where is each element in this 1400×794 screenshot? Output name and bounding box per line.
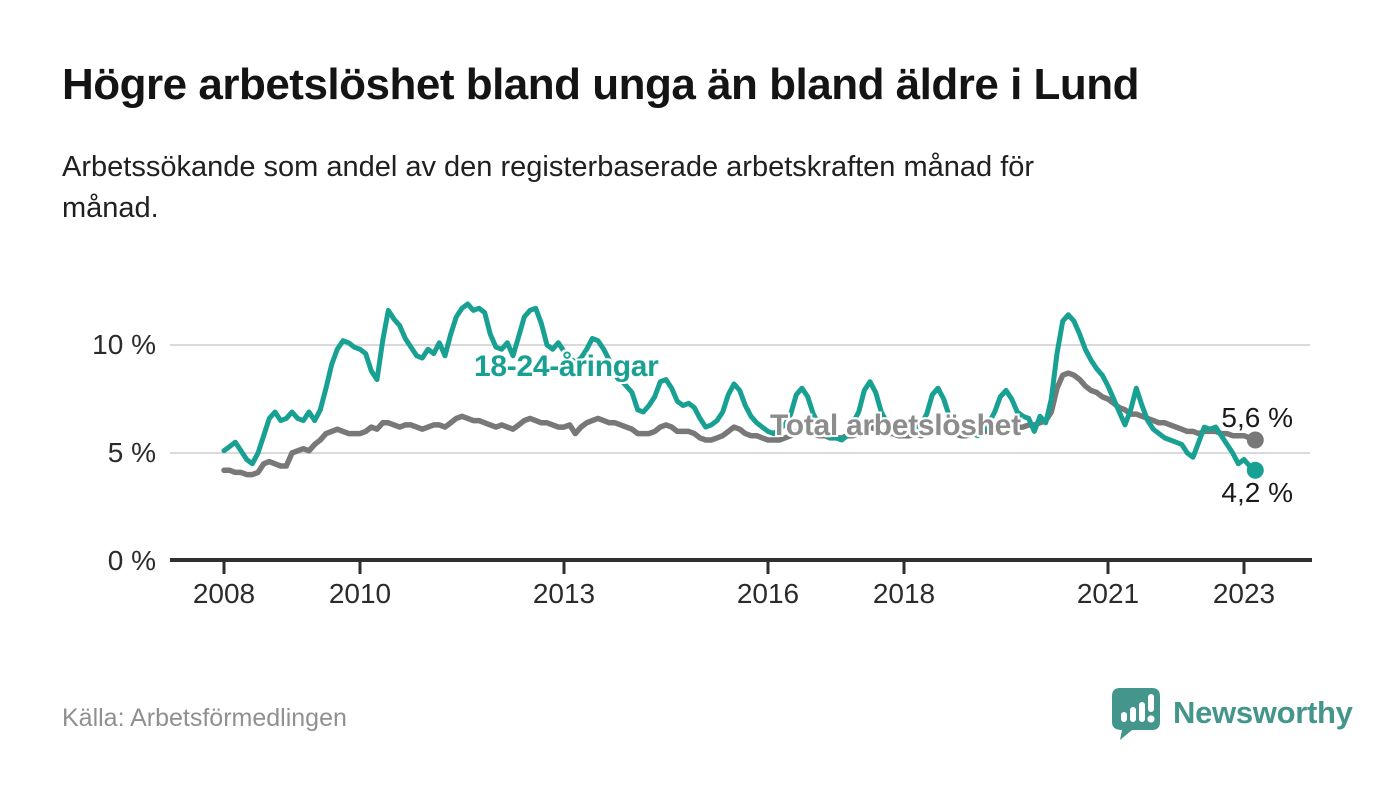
- page-title: Högre arbetslöshet bland unga än bland ä…: [62, 60, 1140, 109]
- series-end-dot-1: [1246, 461, 1264, 479]
- x-tick-label-2021: 2021: [1076, 578, 1140, 609]
- subtitle-line-1: Arbetssökande som andel av den registerb…: [62, 151, 1035, 183]
- x-tick-label-2016: 2016: [736, 578, 800, 609]
- x-tick-label-2013: 2013: [532, 578, 596, 609]
- end-value-label-18-24: 4,2 %: [1221, 477, 1293, 509]
- y-tick-label-5: 5 %: [107, 437, 156, 468]
- x-tick-label-2023: 2023: [1212, 578, 1276, 609]
- series-line-1: [221, 301, 1258, 473]
- chart-subtitle: Arbetssökande som andel av den registerb…: [62, 147, 1262, 229]
- subtitle-line-2: månad.: [62, 192, 159, 225]
- logo-exclamation-dot: [1147, 715, 1155, 723]
- series-label-total: Total arbetslöshet: [770, 409, 1021, 442]
- x-tick-label-2010: 2010: [328, 578, 392, 609]
- logo-exclamation-stem: [1148, 694, 1154, 712]
- newsworthy-logo-icon: [1112, 688, 1160, 740]
- series-label-18-24: 18-24-åringar: [474, 350, 659, 383]
- y-tick-label-0: 0 %: [107, 545, 156, 576]
- logo-bar-2: [1130, 707, 1136, 722]
- y-tick-label-10: 10 %: [92, 329, 156, 360]
- x-tick-label-2018: 2018: [872, 578, 936, 609]
- end-value-label-total: 5,6 %: [1221, 402, 1293, 434]
- source-note: Källa: Arbetsförmedlingen: [62, 704, 347, 732]
- series-line-0: [221, 370, 1259, 478]
- logo-bar-3: [1139, 702, 1145, 722]
- logo-bar-1: [1121, 712, 1127, 722]
- x-tick-label-2008: 2008: [192, 578, 256, 609]
- brand-name: Newsworthy: [1173, 695, 1353, 730]
- series-end-dot-0: [1246, 431, 1264, 449]
- brand-logo-lockup: Newsworthy: [1110, 686, 1353, 740]
